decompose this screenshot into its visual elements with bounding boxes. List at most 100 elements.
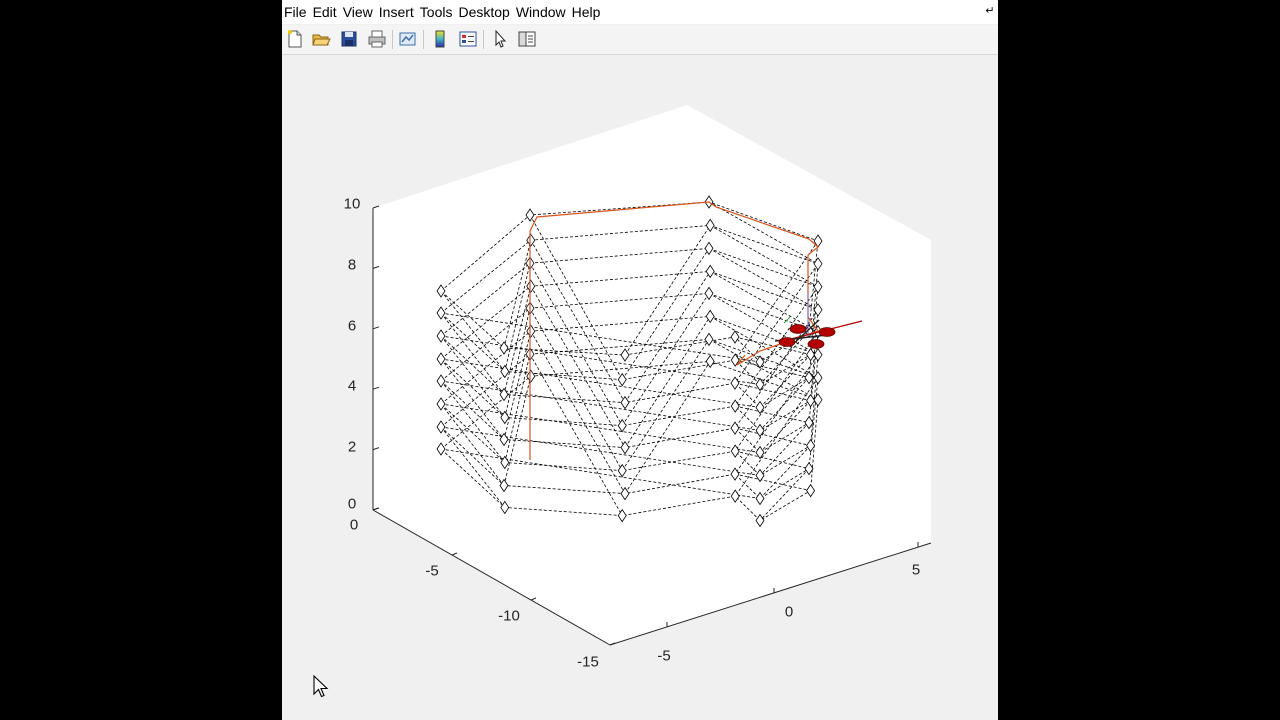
wireframe-edge: [759, 330, 810, 385]
menu-file[interactable]: File: [284, 4, 307, 20]
z-tick: [372, 265, 380, 269]
z-tick: [372, 205, 380, 209]
open-file-button[interactable]: [309, 27, 333, 51]
waypoint-marker: [499, 387, 509, 402]
y-tick-label: -10: [498, 607, 520, 625]
waypoint-marker: [526, 279, 536, 293]
waypoint-marker: [755, 513, 765, 528]
print-button[interactable]: [365, 27, 389, 51]
wireframe-edge: [708, 293, 819, 356]
axis-lines: [372, 205, 932, 646]
wireframe-edge: [440, 403, 761, 453]
wireframe-edge: [440, 403, 505, 486]
waypoint-marker: [730, 353, 740, 367]
waypoint-marker: [436, 397, 446, 411]
waypoint-marker: [499, 432, 509, 447]
y-tick: [530, 597, 537, 601]
wireframe-edge: [734, 336, 811, 355]
y-tick-label: -5: [425, 562, 439, 580]
axes-background: [373, 105, 931, 645]
x-tick-label: -5: [657, 647, 671, 665]
waypoint-marker: [730, 421, 740, 435]
waypoint-marker: [813, 303, 823, 317]
menu-tools[interactable]: Tools: [419, 4, 453, 20]
property-inspector-icon: [518, 31, 536, 47]
drone-rotor: [818, 327, 836, 337]
new-figure-button[interactable]: [283, 27, 307, 51]
waypoint-marker: [526, 369, 536, 383]
new-figure-icon: [288, 30, 302, 48]
waypoint-marker: [704, 241, 714, 256]
wireframe-ring: [440, 360, 819, 522]
figure-toolbar: [282, 25, 998, 55]
wireframe-edge: [440, 448, 761, 499]
wireframe-edge: [735, 359, 810, 378]
waypoint-marker: [436, 374, 446, 388]
waypoint-marker: [755, 445, 765, 460]
wireframe-edge: [504, 263, 531, 372]
menu-insert[interactable]: Insert: [378, 4, 414, 20]
waypoint-marker: [526, 233, 536, 247]
edit-plot-button[interactable]: [488, 27, 512, 51]
save-button[interactable]: [337, 27, 361, 51]
wireframe-edge: [734, 263, 819, 384]
toolbar-separator: [392, 30, 393, 49]
axes-canvas[interactable]: 0 2 4 6 8 10 0 -5 -10 -15 -5 0 5: [282, 55, 998, 720]
menu-help[interactable]: Help: [571, 4, 601, 20]
x-tick-label: 0: [784, 603, 794, 621]
z-tick-label: 0: [347, 495, 357, 513]
wireframe-edge: [759, 354, 811, 408]
waypoint-marker: [436, 420, 446, 434]
wireframe-edge: [734, 331, 819, 452]
wireframe-edge: [440, 358, 761, 408]
insert-colorbar-button[interactable]: [428, 27, 452, 51]
waypoint-marker: [813, 280, 823, 294]
waypoint-marker: [730, 467, 740, 481]
z-tick: [372, 326, 380, 330]
z-tick-label: 2: [347, 438, 357, 456]
z-tick-label: 8: [347, 256, 357, 274]
waypoint-marker: [730, 489, 740, 503]
waypoint-marker: [436, 442, 446, 456]
wireframe-edge: [735, 450, 810, 469]
wireframe-edge: [734, 427, 811, 446]
open-file-icon: [312, 34, 331, 46]
waypoint-marker: [730, 330, 740, 344]
waypoint-marker: [705, 354, 715, 369]
waypoint-marker: [500, 500, 510, 515]
wireframe-edge: [759, 468, 810, 521]
waypoint-marker: [806, 347, 816, 362]
z-tick-label: 4: [347, 377, 357, 395]
menu-edit[interactable]: Edit: [312, 4, 337, 20]
waypoint-marker: [755, 400, 765, 415]
x-tick-label: 5: [911, 561, 921, 579]
wireframe-edge: [708, 248, 819, 311]
waypoint-marker: [436, 352, 446, 366]
wireframe-ring: [440, 247, 819, 409]
waypoint-marker: [436, 284, 446, 298]
wireframe-edge: [621, 339, 710, 471]
insert-legend-button[interactable]: [456, 27, 480, 51]
menu-window[interactable]: Window: [515, 4, 566, 20]
menu-bar: File Edit View Insert Tools Desktop Wind…: [282, 0, 998, 24]
menu-view[interactable]: View: [342, 4, 373, 20]
waypoint-marker: [755, 491, 765, 506]
waypoint-marker: [620, 486, 630, 501]
wireframe-edge: [710, 316, 819, 379]
wireframe-edge: [624, 225, 711, 356]
waypoint-marker: [705, 264, 715, 279]
dock-restore-icon[interactable]: ↵: [985, 5, 995, 17]
wireframe-edge: [440, 312, 505, 395]
waypoint-marker: [620, 440, 630, 455]
property-inspector-button[interactable]: [515, 27, 539, 51]
wireframe-layer: [436, 195, 823, 528]
wireframe-edge: [621, 248, 710, 380]
axes-3d[interactable]: [282, 55, 998, 720]
wireframe-edge: [440, 335, 761, 385]
waypoint-marker: [500, 410, 510, 425]
wireframe-edge: [440, 335, 506, 418]
link-plot-button[interactable]: [396, 27, 420, 51]
waypoint-marker: [617, 372, 627, 387]
wireframe-edge: [503, 286, 532, 395]
menu-desktop[interactable]: Desktop: [458, 4, 510, 20]
